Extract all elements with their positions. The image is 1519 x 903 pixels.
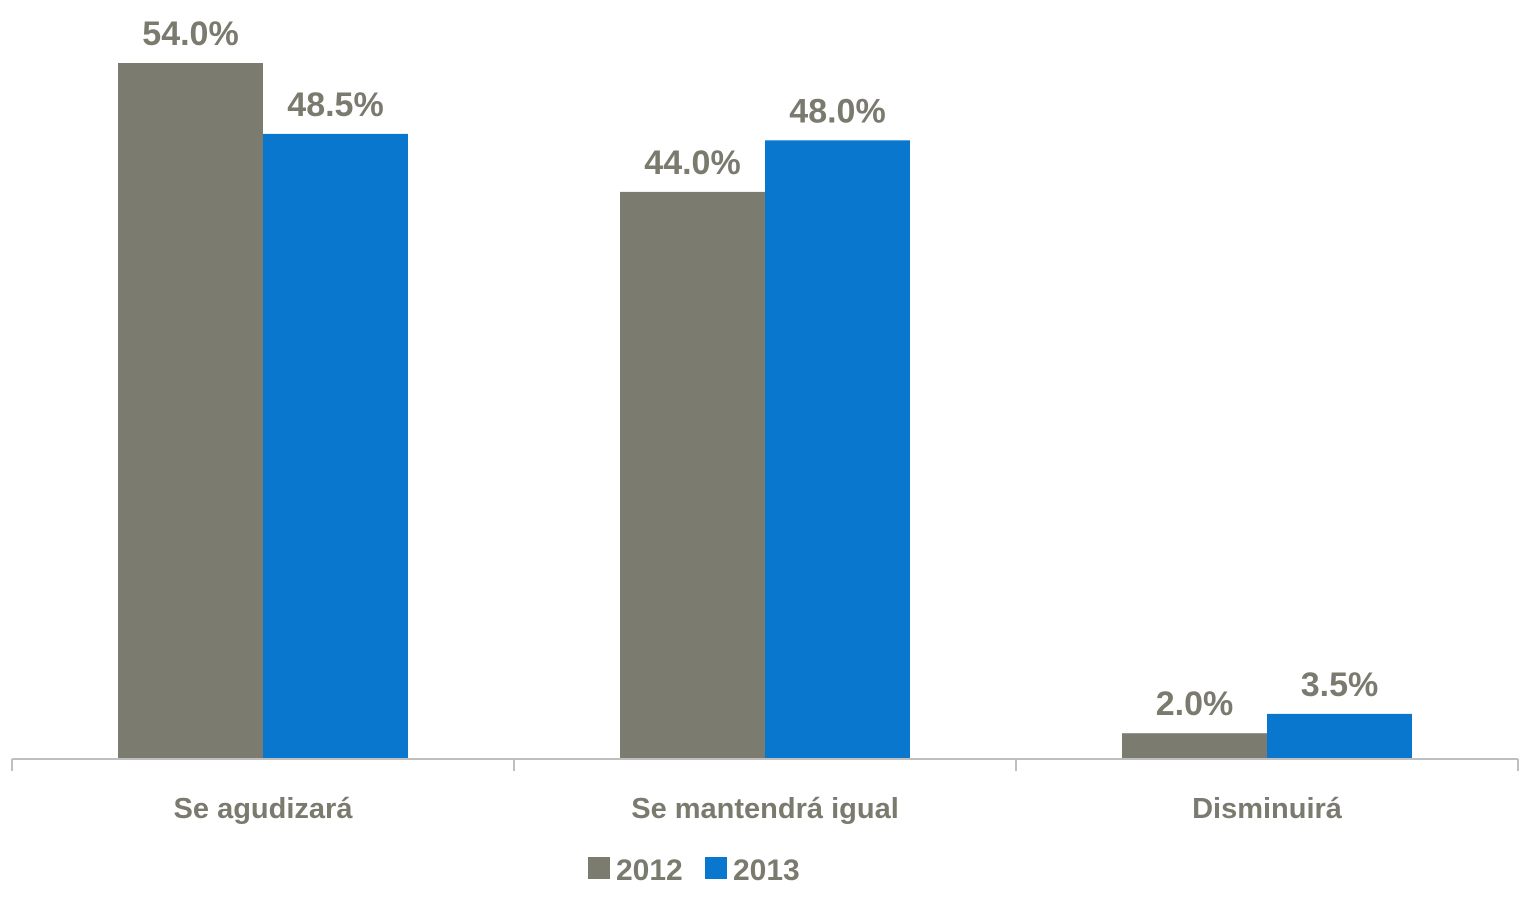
data-label-2012-2: 44.0% bbox=[644, 144, 740, 182]
legend-swatch-2012 bbox=[588, 857, 610, 879]
bar-2012-3 bbox=[1122, 733, 1267, 759]
category-label-1: Se agudizará bbox=[174, 793, 354, 825]
labels-layer: 54.0% 48.5% Se agudizará 44.0% 48.0% Se mante… bbox=[142, 15, 1378, 825]
data-label-2013-2: 48.0% bbox=[789, 92, 885, 130]
legend-swatch-2013 bbox=[705, 857, 727, 879]
category-label-3: Disminuirá bbox=[1192, 793, 1343, 825]
bars-layer bbox=[118, 63, 1412, 760]
bar-2013-1 bbox=[263, 133, 408, 759]
bar-2013-2 bbox=[765, 140, 910, 760]
bar-2012-1 bbox=[118, 63, 263, 759]
bar-2012-2 bbox=[620, 191, 765, 759]
legend-label-2013: 2013 bbox=[733, 854, 800, 887]
data-label-2012-1: 54.0% bbox=[142, 15, 238, 53]
bar-2013-3 bbox=[1267, 713, 1412, 759]
category-label-2: Se mantendrá igual bbox=[631, 793, 899, 825]
data-label-2012-3: 2.0% bbox=[1156, 685, 1234, 723]
x-axis bbox=[11, 758, 1519, 771]
legend-label-2012: 2012 bbox=[616, 854, 683, 887]
data-label-2013-1: 48.5% bbox=[287, 86, 383, 124]
data-label-2013-3: 3.5% bbox=[1301, 666, 1379, 704]
legend: 2012 2013 bbox=[588, 854, 800, 887]
